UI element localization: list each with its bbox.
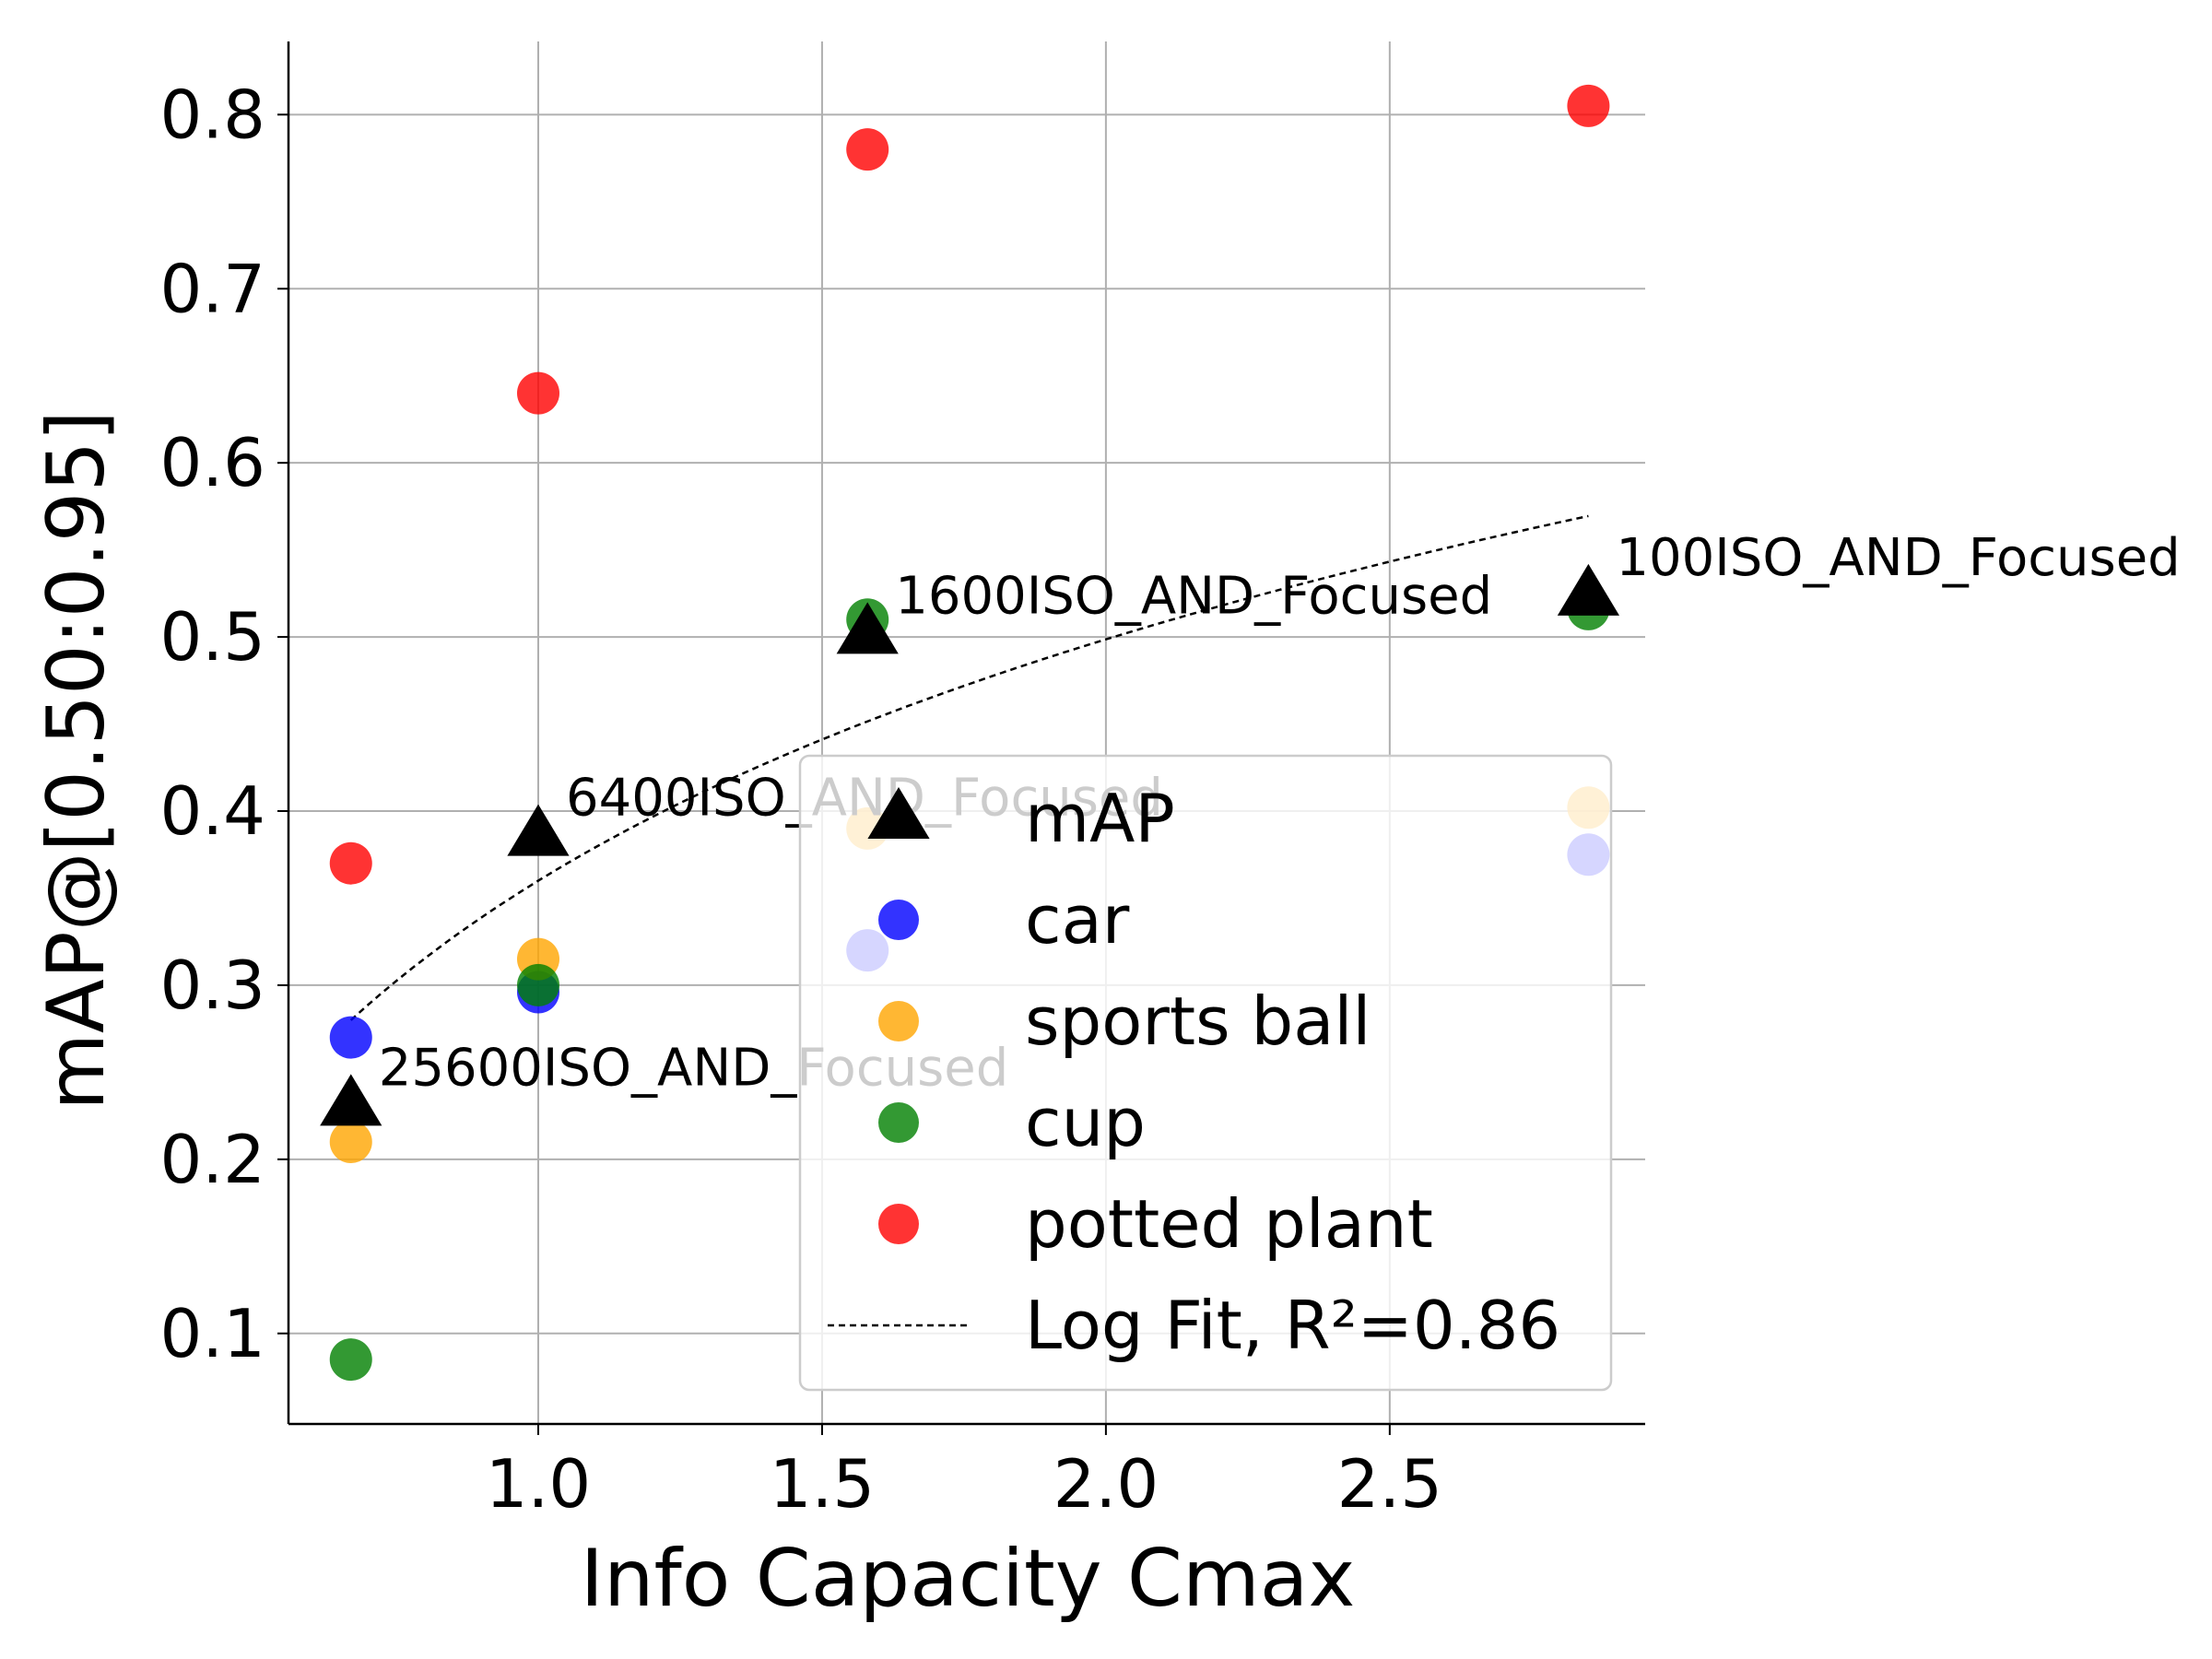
legend-label: mAP [1025, 780, 1175, 857]
x-tick-label: 2.5 [1337, 1445, 1443, 1523]
log-fit-line [349, 514, 1589, 1021]
legend-marker-cup [878, 1102, 919, 1143]
x-tick-label: 1.0 [486, 1445, 592, 1523]
legend-label: Log Fit, R²=0.86 [1025, 1287, 1560, 1364]
point-mAP [320, 1074, 382, 1126]
y-tick-label: 0.5 [159, 598, 265, 676]
point-cup [516, 963, 559, 1006]
legend-label: cup [1025, 1084, 1146, 1161]
legend-marker-mAP [867, 787, 930, 839]
point-potted-plant [1567, 84, 1610, 127]
legend: mAP car sports ball cup potted plant Log Fit,… [798, 754, 1613, 1392]
legend-label: potted plant [1025, 1185, 1433, 1263]
x-tick-label: 2.0 [1053, 1445, 1159, 1523]
legend-box [798, 754, 1613, 1392]
legend-marker-sports-ball [878, 1001, 919, 1041]
point-mAP [1557, 563, 1620, 616]
x-axis-title: Info Capacity Cmax [581, 1533, 1356, 1625]
point-mAP [836, 602, 899, 654]
y-tick-label: 0.3 [159, 947, 265, 1024]
point-car [329, 1016, 372, 1059]
point-sports-ball [329, 1120, 372, 1163]
tick-labels: 1.0 1.5 2.0 2.5 0.1 0.2 0.3 0.4 0.5 0.6 0.7 0.8 [159, 76, 1442, 1523]
y-tick-label: 0.8 [159, 76, 265, 153]
axes [277, 41, 1645, 1435]
y-axis-title: mAP@[0.50:0.95] [30, 410, 123, 1111]
y-tick-label: 0.2 [159, 1121, 265, 1198]
log-fit-layer [349, 514, 1589, 1021]
y-tick-label: 0.6 [159, 424, 265, 501]
x-tick-label: 1.5 [770, 1445, 876, 1523]
point-cup [329, 1338, 372, 1382]
point-potted-plant [846, 128, 889, 171]
legend-label: car [1025, 881, 1130, 959]
y-tick-label: 0.7 [159, 250, 265, 327]
legend-label: sports ball [1025, 982, 1371, 1060]
y-tick-label: 0.1 [159, 1295, 265, 1372]
legend-marker-potted-plant [878, 1204, 919, 1244]
y-tick-label: 0.4 [159, 772, 265, 850]
point-potted-plant [329, 841, 372, 885]
point-mAP [507, 804, 570, 856]
point-potted-plant [516, 371, 559, 415]
point-annotation: 100ISO_AND_Focused [1616, 528, 2180, 588]
point-annotation: 1600ISO_AND_Focused [895, 566, 1492, 626]
legend-marker-car [878, 900, 919, 940]
